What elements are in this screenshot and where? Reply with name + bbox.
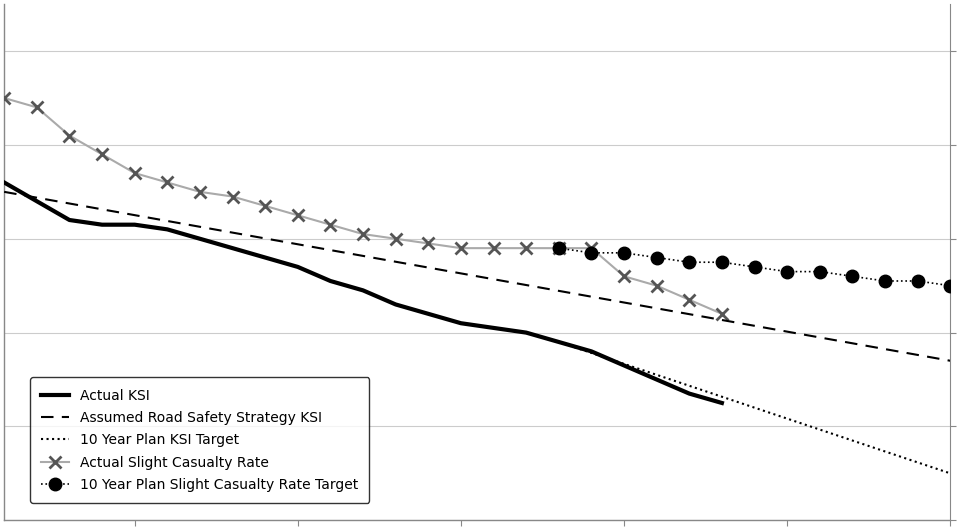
Legend: Actual KSI, Assumed Road Safety Strategy KSI, 10 Year Plan KSI Target, Actual Sl: Actual KSI, Assumed Road Safety Strategy… (30, 377, 370, 503)
